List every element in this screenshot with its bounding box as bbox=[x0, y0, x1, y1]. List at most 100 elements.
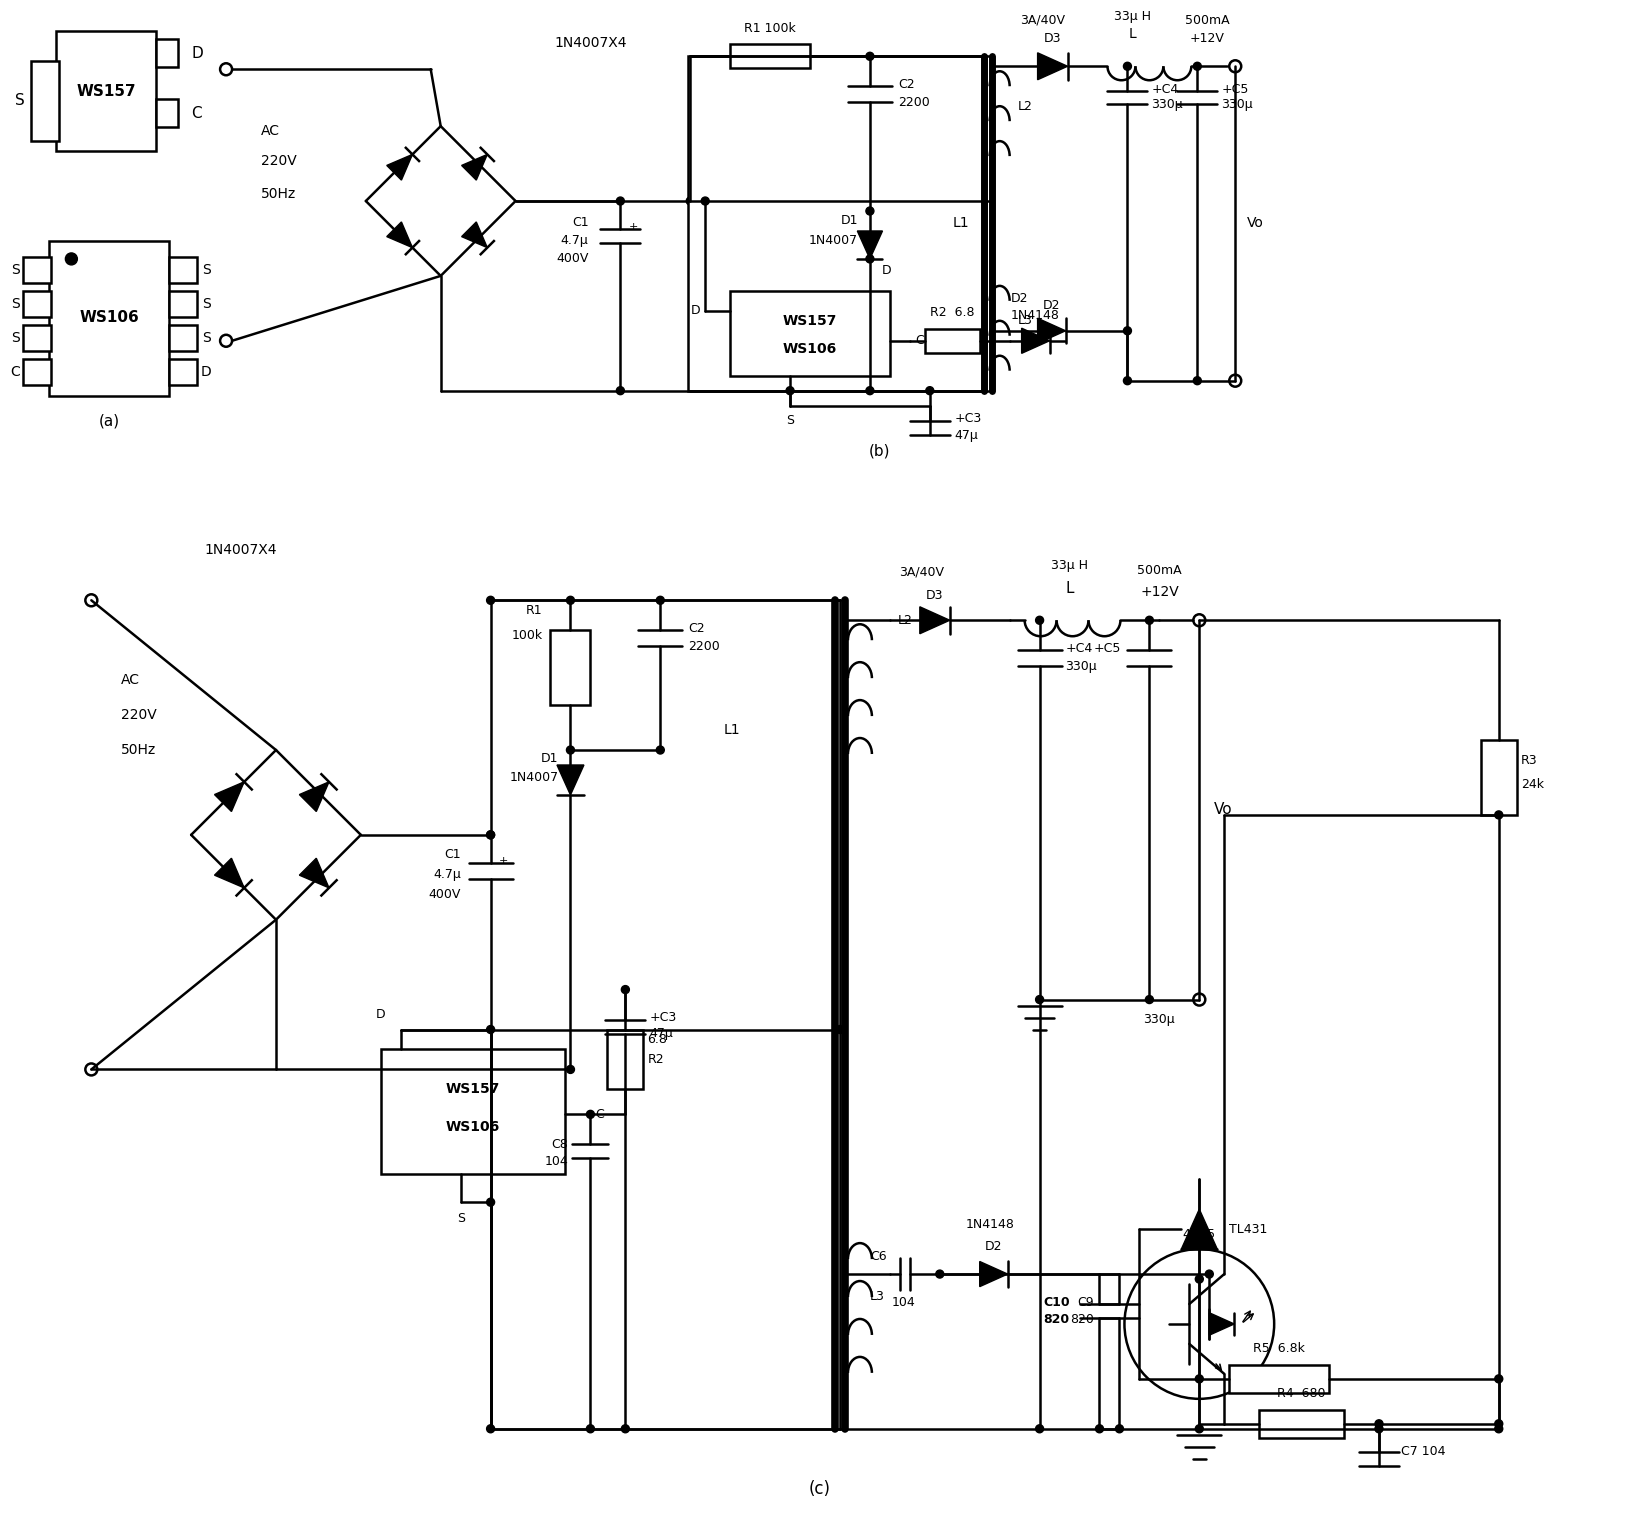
Circle shape bbox=[1196, 1374, 1203, 1383]
Circle shape bbox=[866, 52, 874, 61]
Circle shape bbox=[616, 387, 624, 394]
Bar bbox=[1480, 740, 1516, 814]
Circle shape bbox=[1124, 62, 1132, 70]
Bar bbox=[688, 56, 986, 391]
Circle shape bbox=[687, 196, 695, 205]
Bar bbox=[156, 40, 177, 67]
Polygon shape bbox=[1209, 1313, 1234, 1335]
Bar bbox=[49, 240, 169, 396]
Circle shape bbox=[486, 597, 495, 604]
Text: AC: AC bbox=[261, 125, 279, 139]
Bar bbox=[23, 257, 51, 283]
Polygon shape bbox=[215, 858, 245, 887]
Text: S: S bbox=[15, 93, 25, 108]
Text: L: L bbox=[1065, 581, 1075, 595]
Text: R1: R1 bbox=[526, 604, 542, 616]
Circle shape bbox=[1229, 61, 1240, 72]
Circle shape bbox=[1196, 1275, 1203, 1283]
Circle shape bbox=[785, 387, 794, 394]
Text: 2200: 2200 bbox=[897, 96, 930, 108]
Bar bbox=[1229, 1365, 1329, 1393]
Text: WS157: WS157 bbox=[782, 314, 838, 327]
Circle shape bbox=[587, 1425, 595, 1432]
Circle shape bbox=[1124, 377, 1132, 385]
Text: 330μ: 330μ bbox=[1144, 1014, 1175, 1026]
Polygon shape bbox=[386, 154, 412, 180]
Polygon shape bbox=[979, 1262, 1007, 1286]
Polygon shape bbox=[1022, 329, 1050, 353]
Text: R4  680: R4 680 bbox=[1277, 1388, 1326, 1400]
Bar bbox=[56, 32, 156, 151]
Text: 47μ: 47μ bbox=[955, 429, 979, 441]
Text: 104: 104 bbox=[545, 1155, 568, 1167]
Text: +C5: +C5 bbox=[1221, 82, 1249, 96]
Text: S: S bbox=[12, 297, 20, 310]
Polygon shape bbox=[1038, 53, 1068, 79]
Text: 6.8: 6.8 bbox=[647, 1033, 667, 1046]
Text: 50Hz: 50Hz bbox=[261, 187, 296, 201]
Circle shape bbox=[621, 1425, 629, 1432]
Text: C10: C10 bbox=[1043, 1295, 1070, 1309]
Text: C: C bbox=[915, 335, 923, 347]
Circle shape bbox=[1193, 994, 1206, 1006]
Text: D: D bbox=[376, 1008, 386, 1021]
Circle shape bbox=[486, 831, 495, 839]
Text: 220V: 220V bbox=[261, 154, 297, 167]
Polygon shape bbox=[920, 607, 950, 633]
Circle shape bbox=[1495, 1420, 1503, 1428]
Text: R2  6.8: R2 6.8 bbox=[930, 306, 974, 320]
Text: D2: D2 bbox=[1010, 292, 1029, 306]
Text: WS106: WS106 bbox=[445, 1120, 499, 1134]
Text: S: S bbox=[12, 330, 20, 345]
Circle shape bbox=[937, 1269, 943, 1278]
Circle shape bbox=[1035, 995, 1043, 1003]
Text: 4N25: 4N25 bbox=[1183, 1228, 1216, 1240]
Text: 33μ H: 33μ H bbox=[1114, 9, 1152, 23]
Circle shape bbox=[587, 1111, 595, 1119]
Circle shape bbox=[656, 597, 664, 604]
Circle shape bbox=[1096, 1425, 1104, 1432]
Circle shape bbox=[1193, 615, 1206, 626]
Text: C1: C1 bbox=[444, 848, 460, 861]
Bar bbox=[169, 359, 197, 385]
Circle shape bbox=[1124, 1250, 1275, 1399]
Text: 400V: 400V bbox=[429, 889, 460, 901]
Polygon shape bbox=[462, 154, 488, 180]
Text: Vo: Vo bbox=[1247, 216, 1263, 230]
Circle shape bbox=[1124, 327, 1132, 335]
Text: S: S bbox=[202, 297, 210, 310]
Text: 1N4007X4: 1N4007X4 bbox=[205, 543, 278, 557]
Text: D: D bbox=[191, 46, 202, 61]
Text: +C4: +C4 bbox=[1066, 642, 1093, 654]
Circle shape bbox=[486, 1425, 495, 1432]
Circle shape bbox=[85, 1064, 97, 1076]
Text: TL431: TL431 bbox=[1229, 1222, 1268, 1236]
Circle shape bbox=[486, 831, 495, 839]
Circle shape bbox=[1196, 1425, 1203, 1432]
Bar bbox=[169, 257, 197, 283]
Polygon shape bbox=[462, 222, 488, 248]
Text: (b): (b) bbox=[869, 443, 891, 458]
Text: D: D bbox=[882, 265, 892, 277]
Bar bbox=[381, 1050, 565, 1175]
Text: R1 100k: R1 100k bbox=[744, 21, 795, 35]
Text: 50Hz: 50Hz bbox=[122, 743, 156, 756]
Circle shape bbox=[925, 387, 933, 394]
Bar bbox=[169, 324, 197, 350]
Bar bbox=[23, 359, 51, 385]
Text: D3: D3 bbox=[927, 589, 943, 601]
Text: WS157: WS157 bbox=[77, 84, 136, 99]
Text: +C3: +C3 bbox=[649, 1011, 677, 1024]
Circle shape bbox=[1495, 1425, 1503, 1432]
Circle shape bbox=[656, 746, 664, 753]
Bar bbox=[925, 329, 979, 353]
Text: 820: 820 bbox=[1043, 1313, 1070, 1327]
Bar bbox=[169, 291, 197, 317]
Circle shape bbox=[85, 594, 97, 606]
Circle shape bbox=[1145, 616, 1153, 624]
Text: 1N4148: 1N4148 bbox=[964, 1218, 1014, 1231]
Text: 2200: 2200 bbox=[688, 639, 720, 653]
Text: C9: C9 bbox=[1076, 1295, 1094, 1309]
Bar bbox=[1259, 1409, 1344, 1438]
Circle shape bbox=[66, 253, 77, 265]
